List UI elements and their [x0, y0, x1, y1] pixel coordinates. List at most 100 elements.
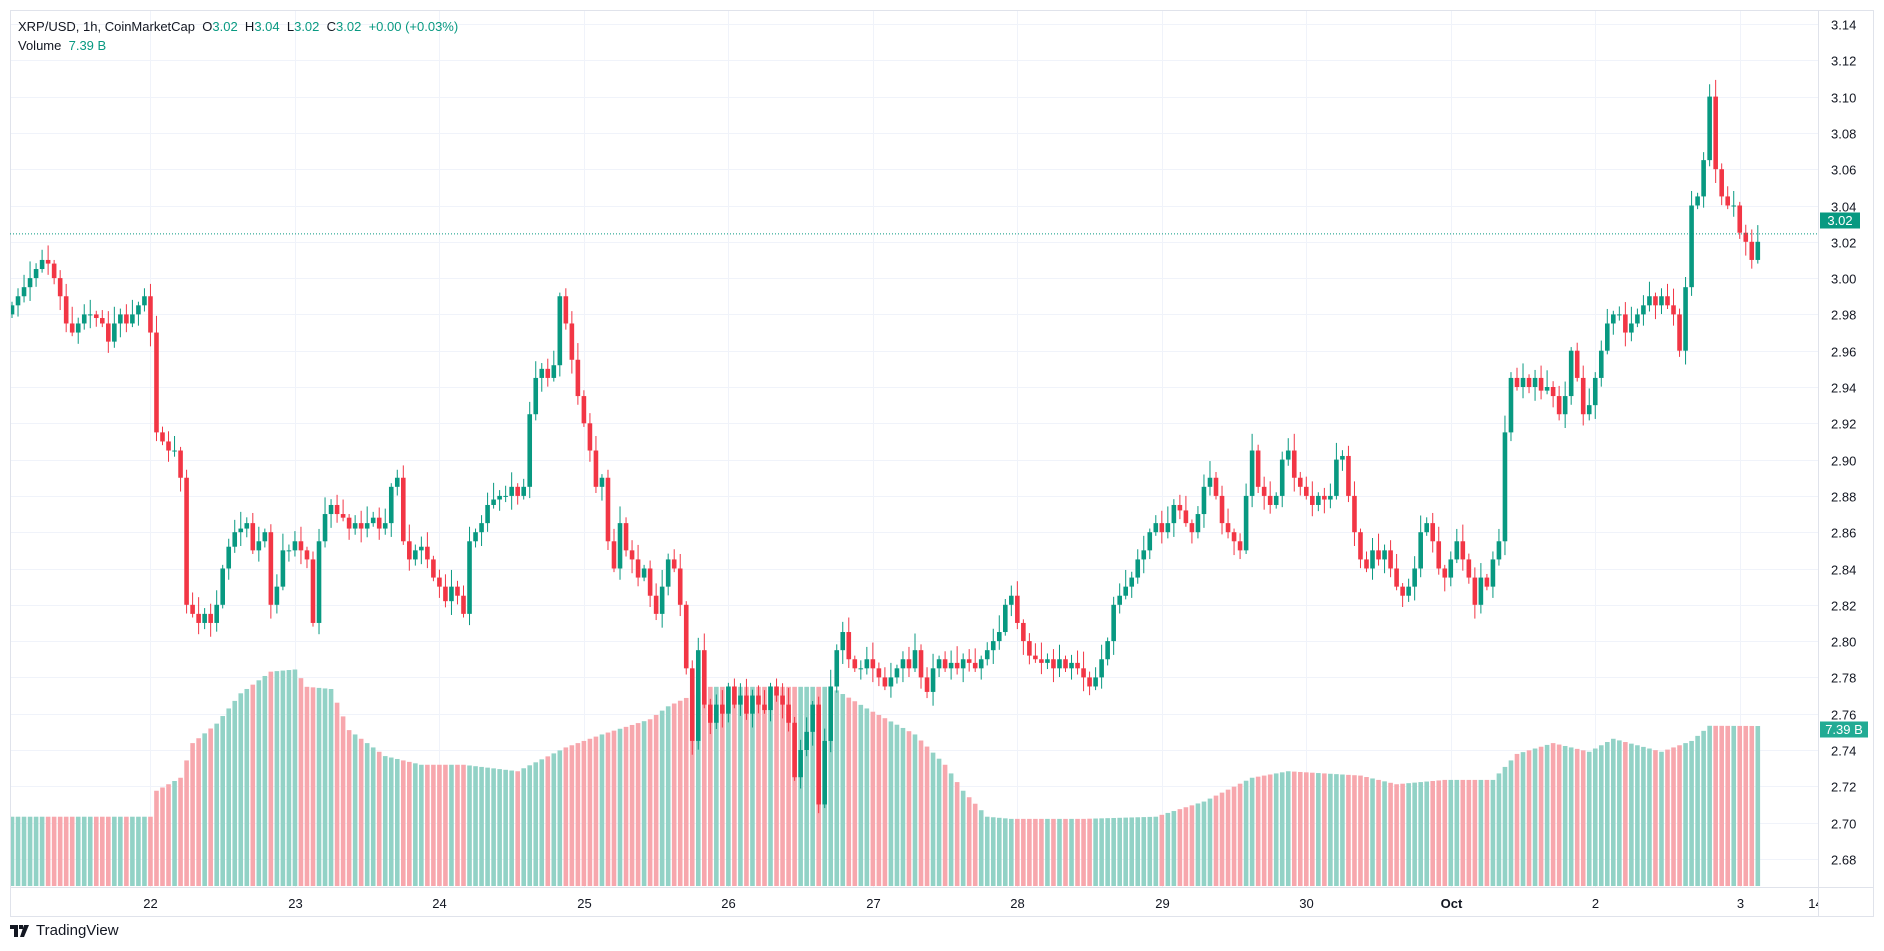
volume-bar — [948, 773, 954, 886]
volume-bar — [1279, 772, 1285, 886]
candle-body — [39, 259, 45, 270]
candle-body — [960, 659, 966, 669]
candle-body — [984, 650, 990, 660]
candle-body — [202, 613, 207, 623]
volume-bar — [533, 762, 539, 886]
volume-bar — [154, 790, 159, 886]
price-axis[interactable]: 3.14 3.12 3.10 3.08 3.06 3.04 3.02 3.00 2.98 2.96… — [1831, 18, 1856, 868]
candle-body — [732, 686, 737, 705]
candle-body — [840, 632, 846, 651]
price-tick-label: 3.06 — [1831, 163, 1856, 178]
candle-body — [1496, 541, 1502, 560]
volume-bar — [1695, 735, 1700, 886]
candle-body — [11, 305, 15, 315]
volume-bar — [1267, 774, 1273, 886]
volume-bar — [1496, 773, 1502, 886]
candle-body — [1472, 577, 1478, 605]
candle-body — [1243, 495, 1249, 551]
candle-body — [1460, 541, 1466, 560]
volume-bar — [1671, 747, 1676, 886]
candle-body — [280, 550, 286, 587]
volume-bar — [1550, 743, 1556, 886]
volume-bar — [250, 684, 256, 886]
candle-body — [87, 314, 93, 316]
volume-bar — [328, 688, 334, 886]
volume-bar — [503, 769, 508, 886]
volume-bar — [1623, 742, 1628, 886]
candle-body — [533, 377, 539, 415]
volume-bar — [148, 816, 153, 886]
volume-bar — [1153, 816, 1159, 886]
candle-body — [1719, 169, 1724, 197]
candle-body — [551, 365, 557, 378]
candle-body — [834, 650, 840, 687]
candle-body — [15, 296, 21, 306]
volume-bar — [304, 686, 310, 886]
candle-body — [106, 323, 111, 342]
volume-bar — [1147, 816, 1153, 886]
volume-bar — [762, 686, 767, 886]
candle-body — [467, 541, 472, 614]
candle-body — [1586, 405, 1592, 415]
candle-body — [1424, 523, 1429, 533]
volume-label[interactable]: Volume — [18, 38, 62, 53]
volume-bar — [671, 703, 677, 886]
candle-body — [762, 704, 767, 711]
candle-body — [876, 668, 882, 678]
time-tick-label: 23 — [288, 896, 302, 911]
volume-bar — [726, 686, 731, 886]
volume-bar — [190, 743, 195, 886]
candle-body — [1623, 314, 1628, 333]
volume-bar — [431, 764, 436, 886]
candle-body — [1376, 550, 1381, 560]
volume-bar — [527, 765, 533, 886]
volume-bar — [1406, 783, 1411, 886]
candle-body — [1340, 455, 1345, 460]
volume-bar — [473, 766, 478, 886]
price-tick-label: 3.12 — [1831, 54, 1856, 69]
volume-bar — [1418, 782, 1423, 886]
volume-bar — [1075, 818, 1080, 886]
volume-bar — [1719, 725, 1724, 886]
tradingview-logo[interactable]: TradingView — [10, 922, 119, 939]
candle-body — [671, 559, 677, 569]
volume-bar — [497, 769, 502, 886]
candle-body — [328, 504, 334, 515]
volume-bar — [906, 731, 912, 886]
candle-body — [1310, 495, 1315, 505]
volume-bar — [178, 777, 183, 886]
volume-bar — [376, 751, 382, 886]
candle-body — [220, 568, 225, 605]
time-axis[interactable]: 222324252627282930Oct2314:00 — [143, 896, 1841, 911]
price-tick-label: 2.72 — [1831, 780, 1856, 795]
candle-body — [118, 314, 123, 324]
candle-body — [100, 318, 105, 324]
volume-bar — [1562, 745, 1568, 886]
volume-bar — [593, 736, 599, 886]
candle-body — [178, 450, 183, 478]
volume-bar — [683, 697, 689, 886]
last-volume-badge — [1820, 721, 1868, 738]
candle-body — [744, 695, 749, 714]
volume-bar — [1093, 818, 1098, 886]
candle-body — [930, 668, 936, 692]
volume-bar — [1183, 807, 1189, 886]
volume-bar — [1171, 811, 1177, 886]
candle-body — [81, 314, 87, 324]
candle-body — [1394, 568, 1399, 587]
candle-body — [364, 523, 370, 529]
legend-symbol[interactable]: XRP/USD, 1h, CoinMarketCap — [18, 19, 196, 34]
candle-body — [996, 632, 1002, 642]
volume-bar — [768, 686, 773, 886]
volume-bar — [996, 817, 1002, 886]
candle-body — [1249, 450, 1255, 496]
volume-bar — [1015, 818, 1020, 886]
candle-body — [1653, 296, 1658, 306]
volume-bar — [1424, 781, 1429, 886]
volume-bar — [1291, 771, 1297, 886]
volume-bar — [1310, 772, 1315, 886]
volume-bar — [689, 695, 695, 886]
volume-bar — [220, 716, 225, 886]
volume-bar — [11, 816, 15, 886]
